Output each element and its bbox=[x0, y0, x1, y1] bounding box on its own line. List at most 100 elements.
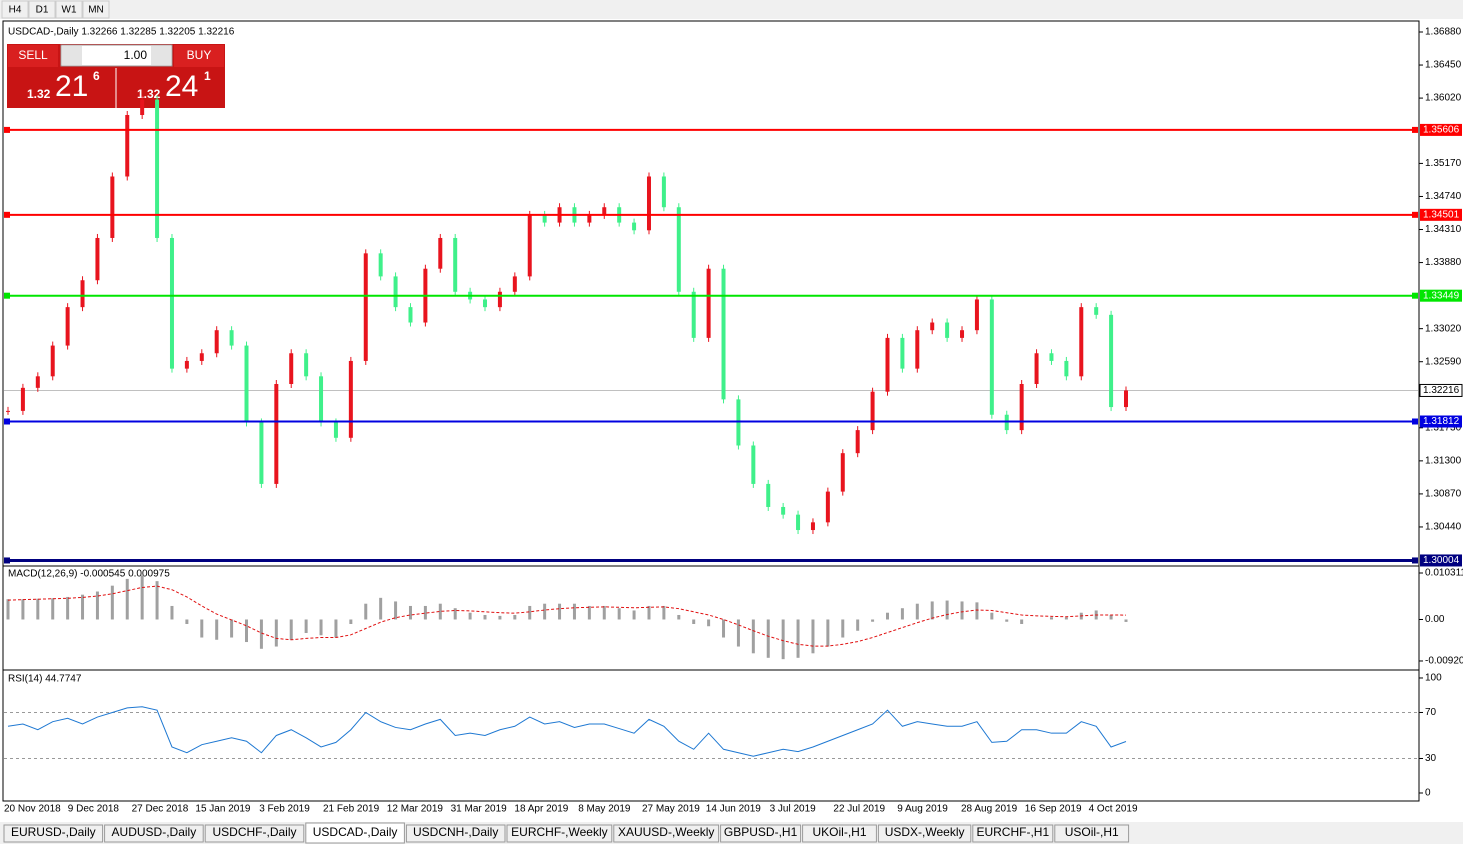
x-tick-label: 27 May 2019 bbox=[642, 804, 700, 815]
level-handle bbox=[1412, 292, 1418, 299]
candle-body bbox=[1094, 307, 1099, 315]
y-tick-label: 1.30870 bbox=[1425, 489, 1462, 500]
candle-body bbox=[35, 376, 40, 388]
tab-label: USOil-,H1 bbox=[1065, 825, 1119, 839]
tab[interactable] bbox=[405, 824, 506, 843]
tab-label: USDX-,Weekly bbox=[885, 825, 965, 839]
sell-button[interactable] bbox=[8, 45, 58, 67]
tab[interactable] bbox=[1054, 824, 1130, 843]
level-handle bbox=[4, 211, 10, 218]
candle-body bbox=[825, 491, 830, 523]
y-tick-label: 0.010311 bbox=[1425, 568, 1463, 579]
candle-body bbox=[274, 384, 279, 484]
level-label: 1.30004 bbox=[1423, 555, 1460, 566]
tab[interactable] bbox=[613, 824, 720, 843]
timeframe-button[interactable] bbox=[82, 0, 110, 19]
level-handle bbox=[4, 292, 10, 299]
tab-label: XAUUSD-,Weekly bbox=[618, 825, 714, 839]
candle-body bbox=[199, 353, 204, 361]
lot-input[interactable] bbox=[60, 44, 173, 67]
timeframe-label: W1 bbox=[62, 5, 77, 16]
candle-body bbox=[721, 268, 726, 400]
candle-body bbox=[1109, 314, 1114, 408]
macd-label: MACD(12,26,9) -0.000545 0.000975 bbox=[8, 569, 170, 580]
level-handle bbox=[4, 418, 10, 425]
timeframe-label: MN bbox=[88, 5, 104, 16]
y-tick-label: 1.32590 bbox=[1425, 356, 1462, 367]
x-tick-label: 16 Sep 2019 bbox=[1025, 804, 1082, 815]
candle-body bbox=[691, 291, 696, 338]
tab-label: UKOil-,H1 bbox=[812, 825, 866, 839]
candle-body bbox=[1079, 307, 1084, 377]
candle-body bbox=[840, 453, 845, 492]
tab[interactable] bbox=[305, 822, 405, 844]
x-tick-label: 20 Nov 2018 bbox=[4, 804, 61, 815]
y-tick-label: 1.36450 bbox=[1425, 60, 1462, 71]
candle-body bbox=[930, 322, 935, 331]
tab-label: AUDUSD-,Daily bbox=[112, 825, 197, 839]
buy-main: 24 bbox=[165, 70, 198, 103]
candle-body bbox=[50, 345, 55, 377]
tab[interactable] bbox=[802, 824, 877, 843]
candle-body bbox=[140, 99, 145, 115]
tab-label: EURCHF-,Weekly bbox=[511, 825, 607, 839]
tab[interactable] bbox=[204, 824, 305, 843]
y-tick-label: 1.36880 bbox=[1425, 27, 1462, 38]
buy-text: BUY bbox=[187, 48, 212, 62]
level-label-box bbox=[1420, 289, 1462, 302]
candle-body bbox=[706, 268, 711, 338]
candle-body bbox=[125, 114, 130, 177]
candle-body bbox=[438, 237, 443, 269]
level-handle bbox=[1412, 557, 1418, 564]
rsi-line bbox=[7, 706, 1127, 757]
candle-body bbox=[20, 387, 25, 411]
x-tick-label: 4 Oct 2019 bbox=[1089, 804, 1138, 815]
tab-label: GBPUSD-,H1 bbox=[724, 825, 798, 839]
y-tick-label: 0 bbox=[1425, 788, 1431, 799]
timeframe-button[interactable] bbox=[55, 0, 83, 19]
level-handle bbox=[1412, 126, 1418, 133]
level-label-box bbox=[1420, 554, 1462, 567]
tab[interactable] bbox=[972, 824, 1054, 843]
candle-body bbox=[512, 276, 517, 292]
candle-body bbox=[945, 322, 950, 338]
symbol-header: USDCAD-,Daily 1.32266 1.32285 1.32205 1.… bbox=[8, 27, 235, 38]
x-tick-label: 9 Dec 2018 bbox=[68, 804, 120, 815]
lot-value: 1.00 bbox=[124, 48, 148, 62]
candle-body bbox=[453, 237, 458, 292]
macd-signal bbox=[7, 585, 1127, 647]
x-tick-label: 21 Feb 2019 bbox=[323, 804, 380, 815]
buy-button[interactable] bbox=[174, 45, 224, 67]
tab[interactable] bbox=[104, 824, 204, 843]
candle-body bbox=[960, 330, 965, 338]
level-handle bbox=[1412, 418, 1418, 425]
y-tick-label: 1.34310 bbox=[1425, 224, 1462, 235]
level-label: 1.31812 bbox=[1423, 416, 1460, 427]
candle-body bbox=[542, 214, 547, 223]
timeframe-button[interactable] bbox=[1, 0, 29, 19]
tab[interactable] bbox=[3, 824, 104, 843]
sell-big: 1.32 bbox=[27, 87, 51, 101]
tab-label: USDCNH-,Daily bbox=[413, 825, 498, 839]
tab[interactable] bbox=[506, 824, 613, 843]
candle-body bbox=[915, 330, 920, 369]
tab[interactable] bbox=[720, 824, 802, 843]
x-tick-label: 18 Apr 2019 bbox=[514, 804, 568, 815]
y-tick-label: 1.36020 bbox=[1425, 93, 1462, 104]
lot-up[interactable] bbox=[151, 46, 171, 65]
timeframe-button[interactable] bbox=[28, 0, 56, 19]
level-handle bbox=[1412, 211, 1418, 218]
candle-body bbox=[304, 353, 309, 377]
candle-body bbox=[6, 410, 10, 412]
candle-body bbox=[80, 280, 85, 308]
sell-text: SELL bbox=[18, 48, 48, 62]
candle-body bbox=[1019, 384, 1024, 431]
rsi-label: RSI(14) 44.7747 bbox=[8, 674, 82, 685]
chart-frame bbox=[2, 20, 1420, 802]
candle-body bbox=[989, 299, 994, 415]
tab[interactable] bbox=[877, 824, 972, 843]
lot-down[interactable] bbox=[62, 46, 82, 65]
x-tick-label: 9 Aug 2019 bbox=[897, 804, 948, 815]
candle-body bbox=[259, 422, 264, 484]
